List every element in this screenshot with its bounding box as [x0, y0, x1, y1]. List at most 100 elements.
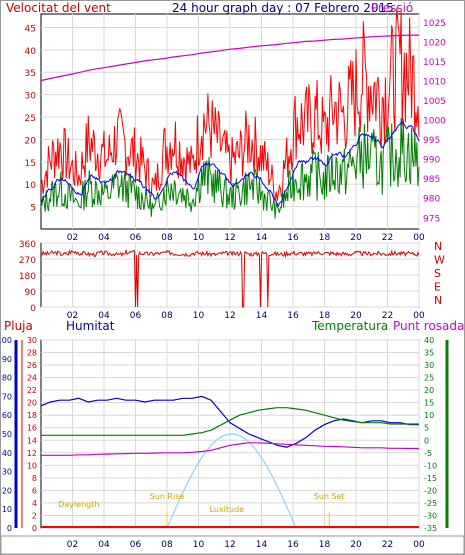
series-wind-direction-line [40, 248, 420, 308]
rain-tick-label: 12 [27, 449, 37, 458]
right-axis-tick-label: 1020 [423, 38, 446, 48]
right-axis-tick-label: 1025 [423, 19, 446, 29]
direction-tick-label: 180 [19, 272, 36, 282]
sun-annotation-label: Daylength [58, 500, 99, 509]
temperature-tick-label: 30 [424, 361, 434, 370]
wind-speed-label: Velocitat del vent [6, 1, 111, 15]
compass-label: N [434, 240, 442, 253]
series-pressure-line [40, 34, 419, 82]
left-axis-tick-label: 35 [25, 69, 36, 79]
x-axis-tick-label: 14 [256, 233, 268, 243]
x-axis-tick-label: 20 [350, 540, 362, 550]
x-axis-tick-label: 12 [224, 540, 235, 550]
temperature-tick-label: -15 [424, 474, 437, 483]
left-axis-tick-label: 5 [30, 204, 36, 214]
temperature-tick-label: 5 [424, 424, 429, 433]
temperature-tick-label: 35 [424, 349, 434, 358]
right-axis-tick-label: 1010 [423, 77, 446, 87]
rain-tick-label: 4 [32, 499, 37, 508]
x-axis-tick-label: 10 [193, 540, 205, 550]
right-axis-tick-label: 1015 [423, 58, 446, 68]
humidity-tick-label: 60 [2, 411, 12, 420]
x-axis-tick-label: 00 [413, 311, 425, 321]
rain-tick-label: 8 [32, 474, 37, 483]
rain-tick-label: 18 [27, 411, 37, 420]
direction-tick-label: 270 [19, 256, 36, 266]
direction-tick-label: 0 [30, 304, 36, 314]
humidity-tick-label: 0 [7, 524, 12, 533]
rain-tick-label: 22 [27, 386, 37, 395]
left-axis-tick-label: 25 [25, 114, 36, 124]
x-axis-tick-label: 16 [287, 233, 299, 243]
temperature-tick-label: -20 [424, 486, 437, 495]
temperature-tick-label: 10 [424, 411, 434, 420]
left-axis-tick-label: 15 [25, 159, 36, 169]
rain-tick-label: 6 [32, 486, 37, 495]
temperature-tick-label: 25 [424, 374, 434, 383]
compass-label: S [434, 267, 441, 280]
right-axis-tick-label: 995 [423, 136, 440, 146]
compass-label: E [434, 281, 441, 294]
pressure-label: Pressió [371, 1, 413, 15]
x-axis-tick-label: 00 [413, 233, 425, 243]
rain-label: Pluja [4, 319, 33, 333]
x-axis-tick-label: 10 [193, 311, 205, 321]
humidity-tick-label: 30 [2, 468, 12, 477]
x-axis-tick-label: 08 [161, 540, 173, 550]
rain-tick-label: 26 [27, 361, 37, 370]
temperature-tick-label: 20 [424, 386, 434, 395]
x-axis-tick-label: 22 [382, 311, 393, 321]
temperature-tick-label: -10 [424, 461, 437, 470]
x-axis-tick-label: 12 [224, 233, 235, 243]
left-axis-tick-label: 20 [25, 136, 37, 146]
humidity-tick-label: 100 [0, 336, 12, 345]
left-axis-tick-label: 30 [25, 92, 37, 102]
x-axis-tick-label: 16 [287, 540, 299, 550]
x-axis-tick-label: 10 [193, 233, 205, 243]
rain-tick-label: 0 [32, 524, 37, 533]
x-axis-tick-label: 22 [382, 233, 393, 243]
x-axis-tick-label: 02 [67, 233, 78, 243]
x-axis-tick-label: 04 [98, 311, 110, 321]
series-wind-avg-line [40, 118, 420, 219]
humidity-tick-label: 20 [2, 486, 12, 495]
rain-tick-label: 28 [27, 349, 37, 358]
humidity-label: Humitat [66, 319, 115, 333]
sun-annotation-label: Luxitude [210, 505, 245, 514]
x-axis-tick-label: 06 [130, 233, 142, 243]
right-axis-tick-label: 980 [423, 195, 440, 205]
x-axis-tick-label: 02 [67, 540, 78, 550]
rain-tick-label: 24 [27, 374, 37, 383]
bottom-frame [0, 535, 465, 555]
x-axis-tick-label: 14 [256, 311, 268, 321]
x-axis-tick-label: 00 [413, 540, 425, 550]
direction-tick-label: 90 [25, 288, 37, 298]
humidity-tick-label: 40 [2, 449, 12, 458]
solar-radiation-curve [166, 433, 297, 529]
temperature-tick-label: 40 [424, 336, 434, 345]
x-axis-tick-label: 12 [224, 311, 235, 321]
series-temperature-line [41, 407, 419, 436]
compass-label: W [434, 254, 445, 267]
right-axis-tick-label: 990 [423, 156, 440, 166]
x-axis-tick-label: 08 [161, 311, 173, 321]
series-wind-gust-line [40, 7, 420, 201]
sun-annotation-label: Sun Rise [150, 492, 185, 501]
left-axis-tick-label: 10 [25, 181, 37, 191]
rain-tick-label: 10 [27, 461, 37, 470]
humidity-tick-label: 90 [2, 355, 12, 364]
right-axis-tick-label: 1005 [423, 97, 446, 107]
series-dewpoint-line [41, 442, 419, 456]
temperature-tick-label: 15 [424, 399, 434, 408]
humidity-tick-label: 70 [2, 392, 12, 401]
x-axis-tick-label: 04 [98, 233, 110, 243]
temperature-tick-label: -25 [424, 499, 437, 508]
x-axis-tick-label: 20 [350, 311, 362, 321]
direction-tick-label: 360 [19, 240, 36, 250]
x-axis-tick-label: 18 [319, 540, 331, 550]
compass-label: N [434, 294, 442, 307]
rain-tick-label: 20 [27, 399, 37, 408]
x-axis-tick-label: 20 [350, 233, 362, 243]
